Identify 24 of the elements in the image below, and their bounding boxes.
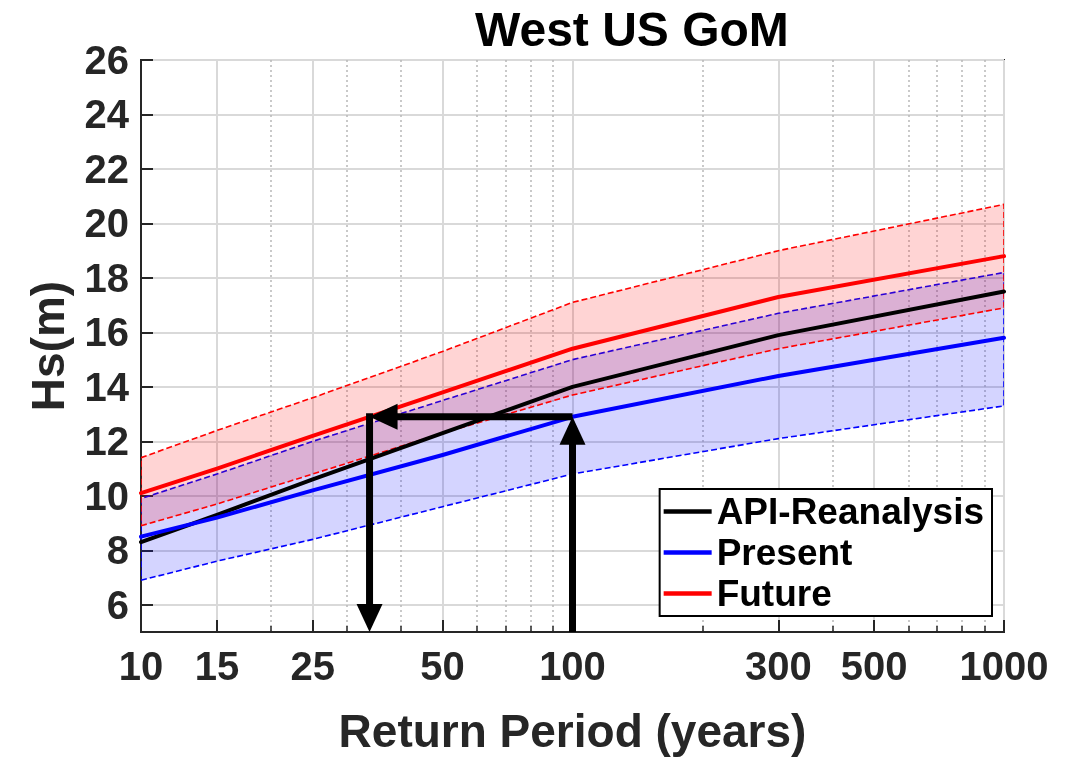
legend-label: Future [716, 573, 832, 614]
x-axis-title: Return Period (years) [338, 705, 807, 757]
y-tick-label: 26 [84, 38, 129, 82]
y-tick-label: 8 [106, 528, 129, 573]
x-tick-label: 1000 [959, 644, 1049, 688]
y-tick-label: 12 [84, 419, 129, 464]
x-tick-label: 500 [840, 644, 908, 688]
y-axis-title: Hs(m) [22, 280, 74, 412]
chart-title: West US GoM [475, 2, 789, 56]
x-tick-label: 50 [420, 644, 465, 688]
y-tick-label: 14 [84, 364, 130, 409]
y-tick-label: 18 [84, 255, 129, 300]
legend-label: API-Reanalysis [716, 491, 985, 532]
y-tick-label: 22 [84, 146, 129, 191]
legend-label: Present [716, 532, 853, 573]
y-tick-label: 16 [84, 310, 129, 355]
x-tick-label: 100 [539, 644, 606, 688]
y-tick-label: 6 [106, 582, 129, 627]
x-tick-label: 25 [290, 644, 335, 688]
y-tick-label: 20 [84, 201, 129, 246]
x-tick-label: 15 [194, 644, 240, 688]
y-tick-label: 10 [84, 473, 129, 518]
x-tick-label: 300 [745, 644, 812, 688]
y-tick-label: 24 [84, 92, 130, 137]
